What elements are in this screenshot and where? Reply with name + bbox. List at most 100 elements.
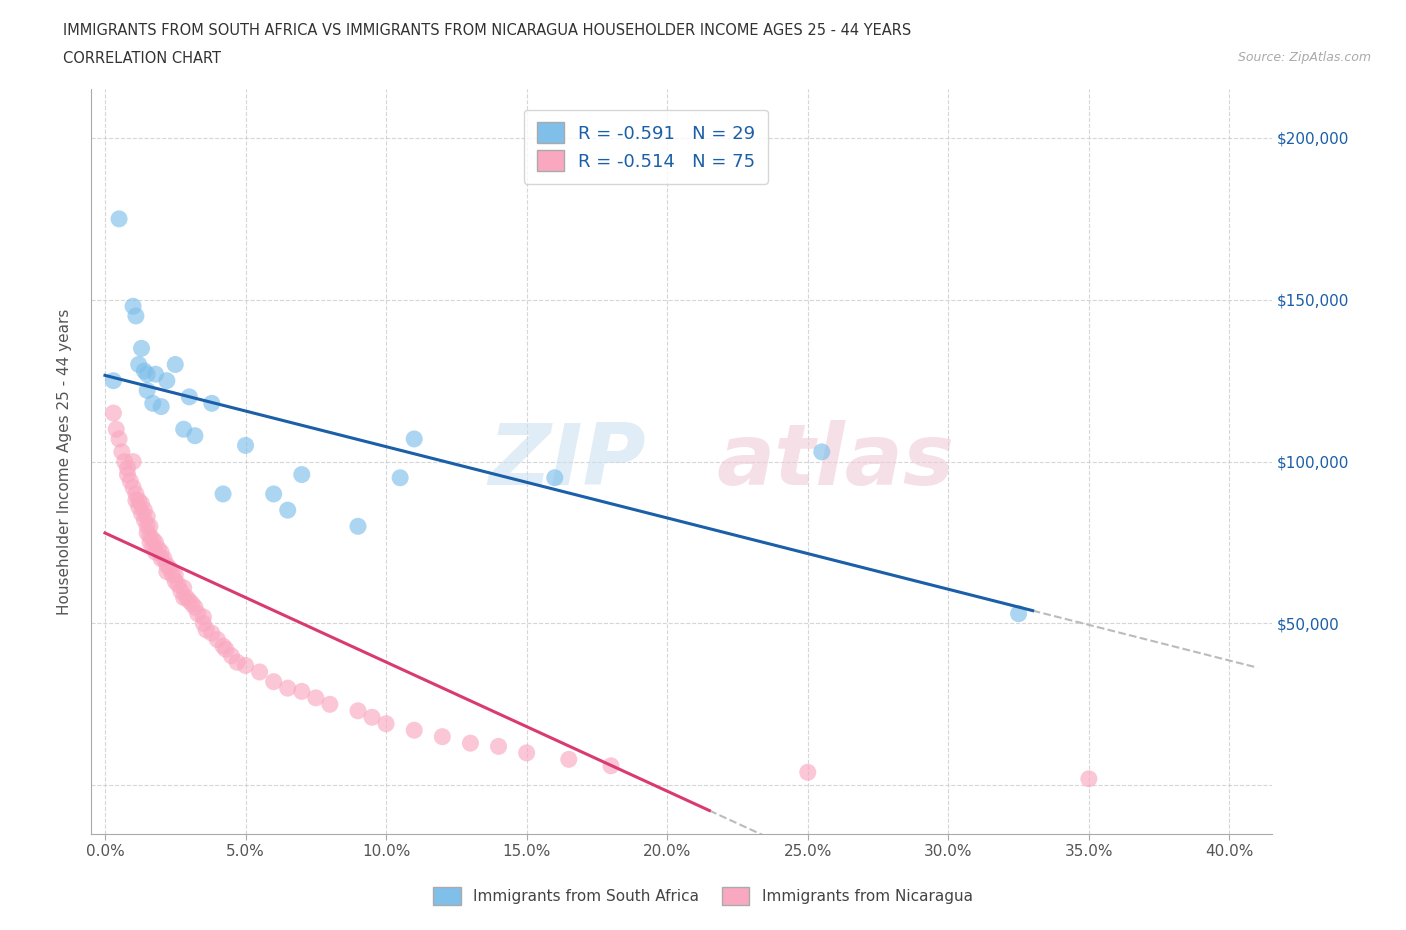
Point: [139, 535, 162, 550]
Point: [212, 639, 235, 654]
Point: [120, 473, 142, 488]
Point: [215, 642, 238, 657]
Point: [131, 506, 153, 521]
Point: [432, 729, 454, 744]
Text: Source: ZipAtlas.com: Source: ZipAtlas.com: [1237, 51, 1371, 64]
Point: [193, 616, 215, 631]
Point: [165, 567, 187, 582]
Point: [173, 580, 195, 595]
Point: [125, 486, 148, 501]
Point: [142, 532, 165, 547]
Point: [170, 584, 193, 599]
Point: [162, 567, 184, 582]
Point: [136, 519, 159, 534]
Y-axis label: Householder Income Ages 25 - 44 years: Householder Income Ages 25 - 44 years: [58, 309, 72, 615]
Point: [460, 736, 482, 751]
Point: [131, 341, 153, 356]
Point: [136, 383, 159, 398]
Point: [277, 681, 299, 696]
Point: [347, 703, 370, 718]
Point: [375, 716, 398, 731]
Point: [235, 658, 257, 673]
Point: [108, 211, 131, 226]
Point: [291, 684, 314, 698]
Point: [187, 606, 209, 621]
Point: [139, 519, 162, 534]
Point: [150, 551, 173, 566]
Point: [263, 674, 285, 689]
Point: [122, 454, 145, 469]
Point: [134, 503, 156, 518]
Point: [122, 480, 145, 495]
Point: [105, 422, 128, 437]
Point: [128, 499, 150, 514]
Point: [179, 593, 201, 608]
Point: [136, 366, 159, 381]
Point: [201, 396, 224, 411]
Point: [558, 751, 581, 766]
Point: [179, 390, 201, 405]
Text: ZIP: ZIP: [488, 420, 645, 503]
Point: [277, 503, 299, 518]
Point: [153, 551, 176, 566]
Point: [150, 545, 173, 560]
Point: [134, 512, 156, 527]
Point: [201, 626, 224, 641]
Point: [156, 373, 179, 388]
Point: [125, 493, 148, 508]
Text: atlas: atlas: [717, 420, 955, 503]
Point: [142, 396, 165, 411]
Point: [136, 509, 159, 524]
Point: [103, 373, 125, 388]
Point: [235, 438, 257, 453]
Point: [176, 590, 198, 604]
Text: IMMIGRANTS FROM SOUTH AFRICA VS IMMIGRANTS FROM NICARAGUA HOUSEHOLDER INCOME AGE: IMMIGRANTS FROM SOUTH AFRICA VS IMMIGRAN…: [63, 23, 911, 38]
Point: [361, 710, 384, 724]
Point: [263, 486, 285, 501]
Point: [156, 558, 179, 573]
Point: [600, 758, 623, 773]
Point: [122, 299, 145, 313]
Point: [207, 632, 229, 647]
Point: [114, 454, 136, 469]
Legend: Immigrants from South Africa, Immigrants from Nicaragua: Immigrants from South Africa, Immigrants…: [427, 882, 979, 911]
Point: [797, 764, 820, 779]
Point: [159, 561, 181, 576]
Point: [249, 665, 271, 680]
Point: [212, 486, 235, 501]
Point: [165, 574, 187, 589]
Point: [136, 525, 159, 540]
Point: [117, 460, 139, 475]
Point: [134, 364, 156, 379]
Point: [404, 432, 426, 446]
Point: [195, 622, 218, 637]
Point: [125, 309, 148, 324]
Point: [184, 600, 207, 615]
Point: [150, 399, 173, 414]
Point: [139, 528, 162, 543]
Point: [156, 565, 179, 579]
Point: [103, 405, 125, 420]
Point: [488, 739, 510, 754]
Point: [145, 535, 167, 550]
Point: [305, 690, 328, 705]
Point: [389, 471, 412, 485]
Point: [142, 538, 165, 553]
Legend: R = -0.591   N = 29, R = -0.514   N = 75: R = -0.591 N = 29, R = -0.514 N = 75: [524, 110, 768, 184]
Point: [193, 609, 215, 624]
Point: [1007, 606, 1029, 621]
Point: [1077, 771, 1099, 786]
Point: [544, 471, 567, 485]
Point: [148, 541, 170, 556]
Text: CORRELATION CHART: CORRELATION CHART: [63, 51, 221, 66]
Point: [291, 467, 314, 482]
Point: [221, 648, 243, 663]
Point: [145, 366, 167, 381]
Point: [167, 578, 190, 592]
Point: [173, 590, 195, 604]
Point: [128, 493, 150, 508]
Point: [108, 432, 131, 446]
Point: [347, 519, 370, 534]
Point: [184, 428, 207, 443]
Point: [181, 596, 204, 611]
